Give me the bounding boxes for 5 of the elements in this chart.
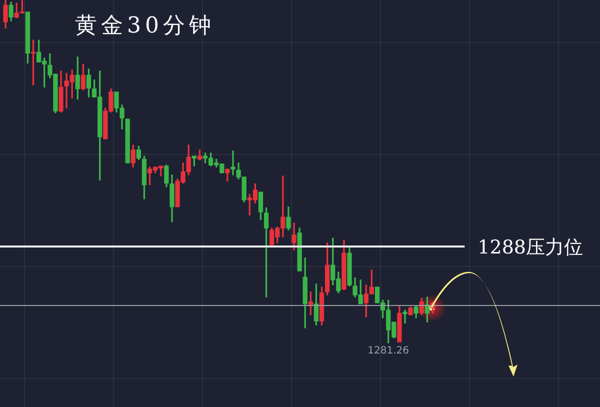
- candlestick: [230, 150, 236, 176]
- text: 黄金30分钟: [75, 14, 215, 39]
- ref-line-label: 1288压力位: [478, 236, 584, 258]
- annotation: 1281.26: [368, 346, 410, 357]
- candlestick: [402, 310, 408, 324]
